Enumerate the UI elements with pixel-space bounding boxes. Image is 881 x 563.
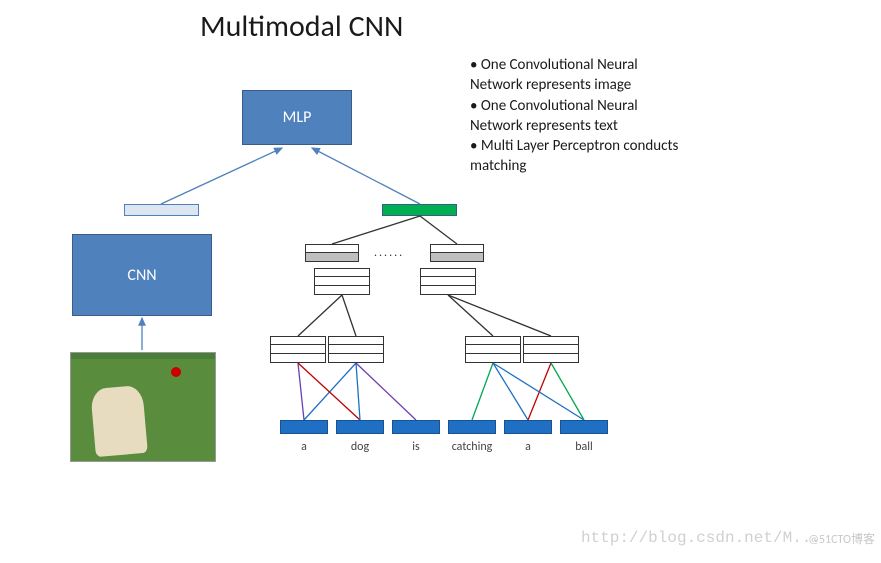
bullet-item: • One Convolutional Neural Network repre… bbox=[470, 96, 680, 137]
input-image bbox=[70, 352, 216, 462]
conv-stack bbox=[314, 268, 370, 295]
word-label: dog bbox=[336, 440, 384, 454]
word-embedding-box bbox=[560, 420, 608, 434]
word-label: catching bbox=[448, 440, 496, 454]
word-embedding-box bbox=[448, 420, 496, 434]
bullet-item: • Multi Layer Perceptron conducts matchi… bbox=[470, 136, 680, 177]
word-label: a bbox=[280, 440, 328, 454]
word-label: ball bbox=[560, 440, 608, 454]
ellipsis: ...... bbox=[374, 246, 404, 260]
word-embedding-box bbox=[280, 420, 328, 434]
conv-stack bbox=[305, 244, 359, 262]
word-label: a bbox=[504, 440, 552, 454]
bullet-list: • One Convolutional Neural Network repre… bbox=[470, 55, 680, 177]
conv-stack bbox=[430, 244, 484, 262]
mlp-node: MLP bbox=[242, 90, 352, 145]
bullet-item: • One Convolutional Neural Network repre… bbox=[470, 55, 680, 96]
conv-stack bbox=[465, 336, 521, 363]
cnn-node: CNN bbox=[72, 234, 212, 316]
word-label: is bbox=[392, 440, 440, 454]
word-embedding-box bbox=[392, 420, 440, 434]
conv-stack bbox=[270, 336, 326, 363]
watermark-url: http://blog.csdn.net/M... bbox=[581, 529, 821, 547]
image-feature-bar bbox=[124, 204, 199, 216]
word-embedding-box bbox=[336, 420, 384, 434]
watermark-credit: @51CTO博客 bbox=[808, 530, 875, 547]
conv-stack bbox=[420, 268, 476, 295]
text-feature-bar bbox=[382, 204, 457, 216]
conv-stack bbox=[328, 336, 384, 363]
slide-title: Multimodal CNN bbox=[200, 8, 403, 45]
word-embedding-box bbox=[504, 420, 552, 434]
conv-stack bbox=[523, 336, 579, 363]
